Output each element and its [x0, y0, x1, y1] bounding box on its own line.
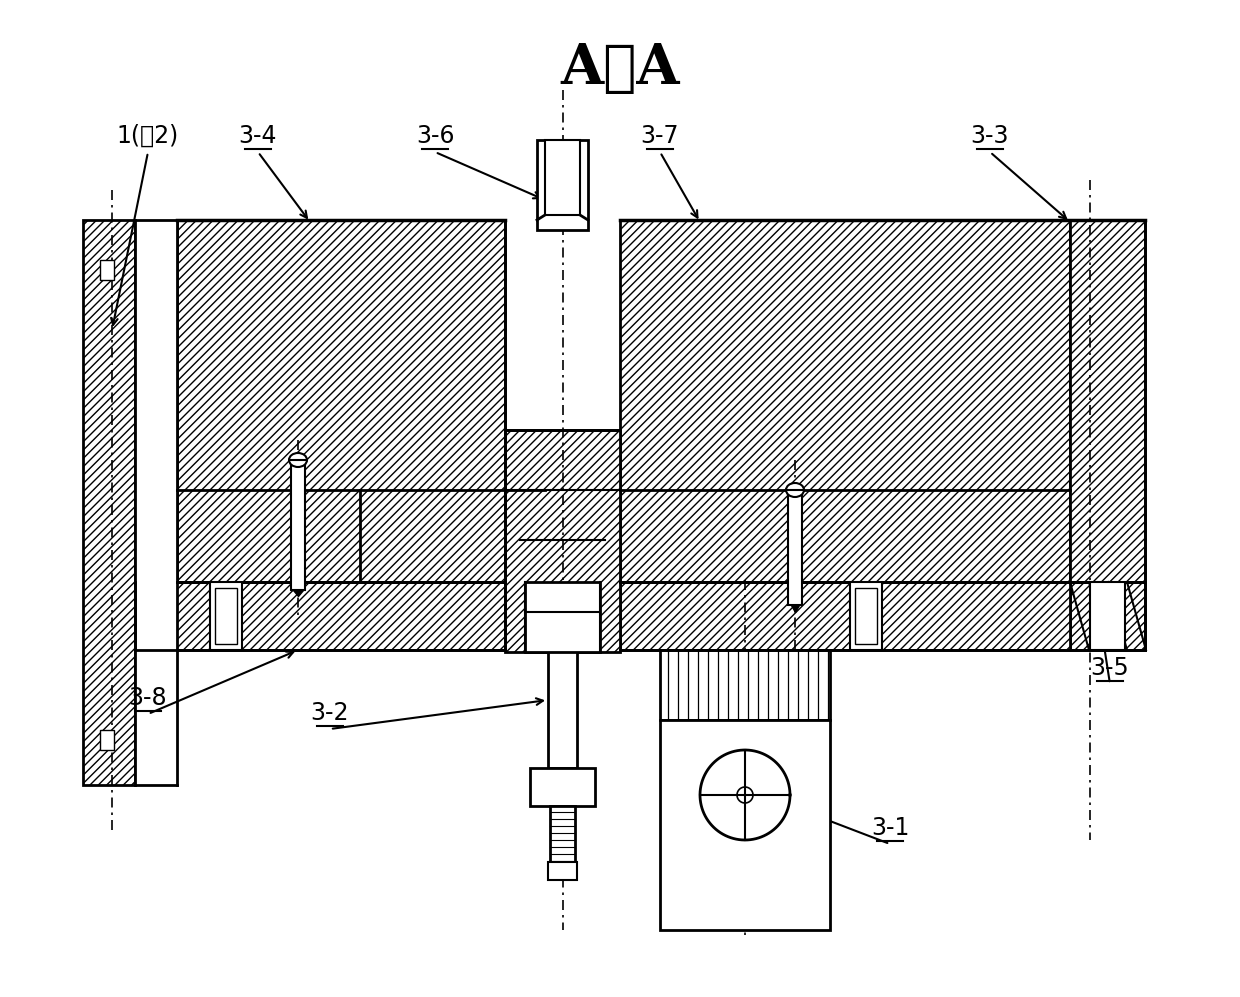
Bar: [660, 720, 830, 930]
Bar: [177, 220, 505, 582]
Bar: [529, 768, 595, 806]
Bar: [505, 430, 620, 652]
Text: 3-3: 3-3: [971, 124, 1009, 148]
Ellipse shape: [289, 453, 308, 467]
Text: A－A: A－A: [560, 41, 680, 96]
Bar: [537, 140, 588, 230]
Text: 3-6: 3-6: [415, 124, 454, 148]
Bar: [1070, 220, 1145, 582]
Text: 1(或2): 1(或2): [117, 124, 179, 148]
Bar: [210, 582, 242, 650]
Bar: [1070, 582, 1145, 650]
Bar: [83, 220, 135, 785]
Text: 3-7: 3-7: [641, 124, 680, 148]
Text: 3-2: 3-2: [311, 701, 350, 725]
Text: 3-5: 3-5: [1091, 656, 1130, 680]
Text: 3-8: 3-8: [129, 686, 167, 710]
Bar: [660, 650, 830, 720]
Bar: [1090, 582, 1125, 650]
Bar: [525, 582, 600, 652]
Bar: [135, 220, 177, 785]
Ellipse shape: [786, 483, 804, 497]
Bar: [620, 582, 1070, 650]
Bar: [548, 862, 577, 880]
Bar: [787, 490, 802, 605]
Bar: [620, 220, 1070, 582]
Bar: [546, 140, 580, 215]
Bar: [548, 650, 577, 768]
Bar: [135, 582, 505, 650]
Text: 3-1: 3-1: [870, 816, 909, 840]
Bar: [551, 806, 575, 864]
Bar: [215, 588, 237, 644]
Bar: [100, 730, 114, 750]
Bar: [291, 460, 305, 590]
Text: 3-4: 3-4: [239, 124, 278, 148]
Bar: [100, 260, 114, 280]
Bar: [849, 582, 882, 650]
Bar: [856, 588, 877, 644]
